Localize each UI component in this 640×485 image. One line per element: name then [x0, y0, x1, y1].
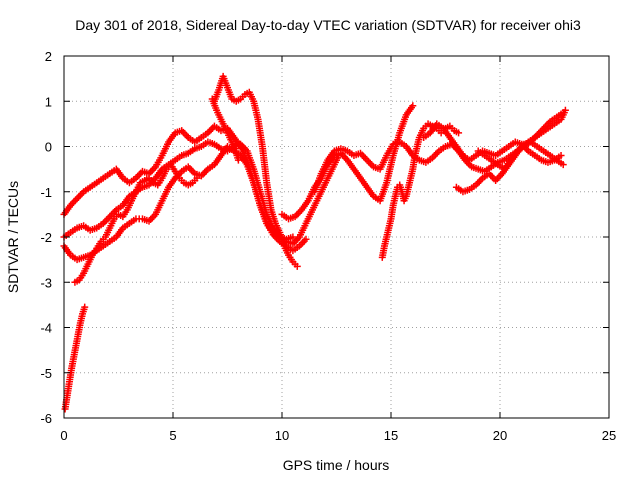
data-point: [409, 102, 417, 110]
data-point: [193, 174, 201, 182]
axis-ticks: 0 5 10 15 20 25 -6 -5 -4 -3 -2 -1 0 1 2: [40, 49, 616, 443]
data-marks: [60, 72, 569, 413]
x-tick-label: 10: [275, 428, 289, 443]
y-axis-label: SDTVAR / TECUs: [5, 181, 21, 293]
series-track-i: [378, 120, 463, 261]
y-tick-label: 0: [45, 140, 52, 155]
data-point: [234, 156, 242, 164]
series-track-m: [474, 138, 567, 173]
data-point: [81, 303, 89, 311]
x-tick-label: 20: [493, 428, 507, 443]
series-track-f: [210, 72, 301, 270]
y-tick-label: -1: [40, 185, 52, 200]
data-point: [455, 129, 463, 137]
chart-title: Day 301 of 2018, Sidereal Day-to-day VTE…: [75, 17, 581, 33]
x-axis-label: GPS time / hours: [283, 457, 390, 473]
data-point: [302, 235, 310, 243]
series-track-e: [61, 303, 89, 413]
y-tick-label: 1: [45, 94, 52, 109]
x-tick-label: 5: [169, 428, 176, 443]
data-point: [289, 233, 297, 241]
data-point: [559, 161, 567, 169]
series-track-d: [71, 161, 201, 286]
y-tick-label: -5: [40, 366, 52, 381]
y-tick-label: -6: [40, 411, 52, 426]
y-tick-label: 2: [45, 49, 52, 64]
y-tick-label: -2: [40, 230, 52, 245]
data-point: [293, 262, 301, 270]
data-point: [557, 152, 565, 160]
x-tick-label: 25: [602, 428, 616, 443]
x-tick-label: 0: [60, 428, 67, 443]
series-track-g: [208, 95, 242, 164]
data-point: [561, 106, 569, 114]
y-tick-label: -4: [40, 321, 52, 336]
y-tick-label: -3: [40, 275, 52, 290]
x-tick-label: 15: [384, 428, 398, 443]
